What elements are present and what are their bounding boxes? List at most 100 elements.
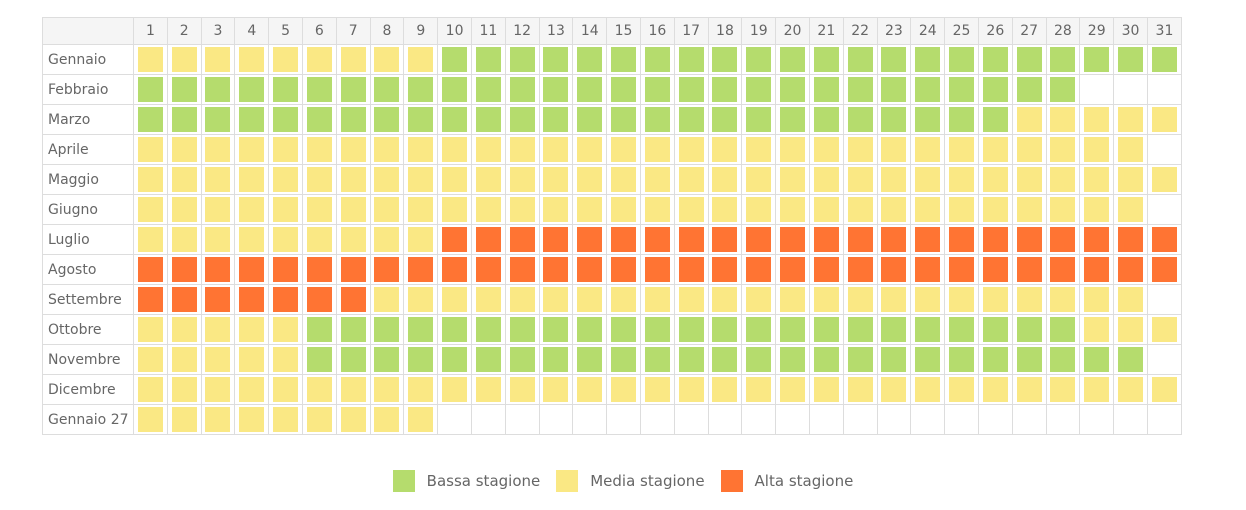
season-marker (205, 257, 231, 282)
season-marker (678, 287, 704, 312)
season-marker (577, 317, 603, 342)
season-marker (847, 377, 873, 402)
day-cell (234, 194, 270, 225)
day-cell (166, 74, 202, 105)
season-marker (949, 257, 975, 282)
season-marker (577, 47, 603, 72)
season-marker (1016, 47, 1042, 72)
season-marker (306, 137, 332, 162)
day-cell (707, 254, 743, 285)
day-cell (876, 254, 912, 285)
season-marker (171, 167, 197, 192)
season-marker (273, 377, 299, 402)
day-cell (1113, 284, 1148, 315)
season-marker (475, 197, 501, 222)
season-marker (644, 287, 670, 312)
season-marker (1050, 77, 1076, 102)
day-cell (1113, 254, 1148, 285)
season-marker (746, 317, 772, 342)
day-cell (268, 374, 303, 405)
day-cell (1045, 224, 1081, 255)
day-header: 18 (707, 17, 743, 45)
season-marker (239, 377, 265, 402)
season-marker (982, 197, 1008, 222)
day-cell (639, 374, 675, 405)
day-cell (673, 224, 709, 255)
season-marker (442, 167, 468, 192)
season-marker (847, 287, 873, 312)
legend-swatch (720, 470, 743, 492)
season-marker (577, 347, 603, 372)
season-marker (543, 47, 569, 72)
season-marker (746, 137, 772, 162)
day-cell (268, 194, 303, 225)
day-cell (572, 314, 608, 345)
season-marker (1016, 197, 1042, 222)
day-cell (606, 254, 641, 285)
day-cell (842, 314, 878, 345)
day-cell (1011, 344, 1047, 375)
day-cell (707, 44, 743, 75)
season-marker (780, 317, 806, 342)
season-marker (340, 377, 366, 402)
season-marker (239, 317, 265, 342)
season-marker (137, 137, 163, 162)
day-cell (234, 314, 270, 345)
day-cell (335, 44, 371, 75)
day-cell (910, 44, 946, 75)
day-cell (335, 254, 371, 285)
day-header: 7 (335, 17, 371, 45)
day-cell (1079, 44, 1115, 75)
season-marker (137, 227, 163, 252)
season-marker (340, 227, 366, 252)
day-cell (1011, 194, 1047, 225)
season-marker (577, 287, 603, 312)
season-marker (881, 287, 907, 312)
day-cell (639, 314, 675, 345)
season-marker (881, 197, 907, 222)
season-marker (171, 407, 197, 432)
month-row: Dicembre (42, 374, 1183, 405)
day-cell (606, 74, 641, 105)
day-cell (133, 164, 168, 195)
day-cell (1045, 134, 1081, 165)
season-marker (1016, 287, 1042, 312)
season-marker (949, 107, 975, 132)
season-marker (171, 137, 197, 162)
day-cell (369, 254, 405, 285)
day-cell (335, 134, 371, 165)
season-marker (746, 287, 772, 312)
day-cell (842, 164, 878, 195)
season-marker (1084, 197, 1110, 222)
season-marker (915, 227, 941, 252)
day-cell (572, 224, 608, 255)
season-marker (374, 137, 400, 162)
season-marker (1084, 347, 1110, 372)
day-cell (944, 74, 979, 105)
season-marker (949, 77, 975, 102)
day-cell (437, 284, 472, 315)
day-cell (1079, 284, 1115, 315)
season-marker (273, 197, 299, 222)
season-marker (273, 47, 299, 72)
season-marker (644, 317, 670, 342)
day-cell (133, 344, 168, 375)
season-marker (306, 257, 332, 282)
day-cell (673, 374, 709, 405)
day-cell (1011, 134, 1047, 165)
day-cell (808, 314, 844, 345)
day-cell (775, 224, 810, 255)
day-cell (639, 134, 675, 165)
season-marker (949, 227, 975, 252)
season-marker (239, 407, 265, 432)
day-cell (335, 224, 371, 255)
season-marker (746, 377, 772, 402)
month-label: Dicembre (42, 374, 134, 405)
season-marker (374, 227, 400, 252)
day-cell (876, 404, 912, 435)
day-cell (437, 344, 472, 375)
day-cell (538, 44, 574, 75)
day-cell (572, 254, 608, 285)
season-marker (644, 77, 670, 102)
day-cell (1113, 44, 1148, 75)
